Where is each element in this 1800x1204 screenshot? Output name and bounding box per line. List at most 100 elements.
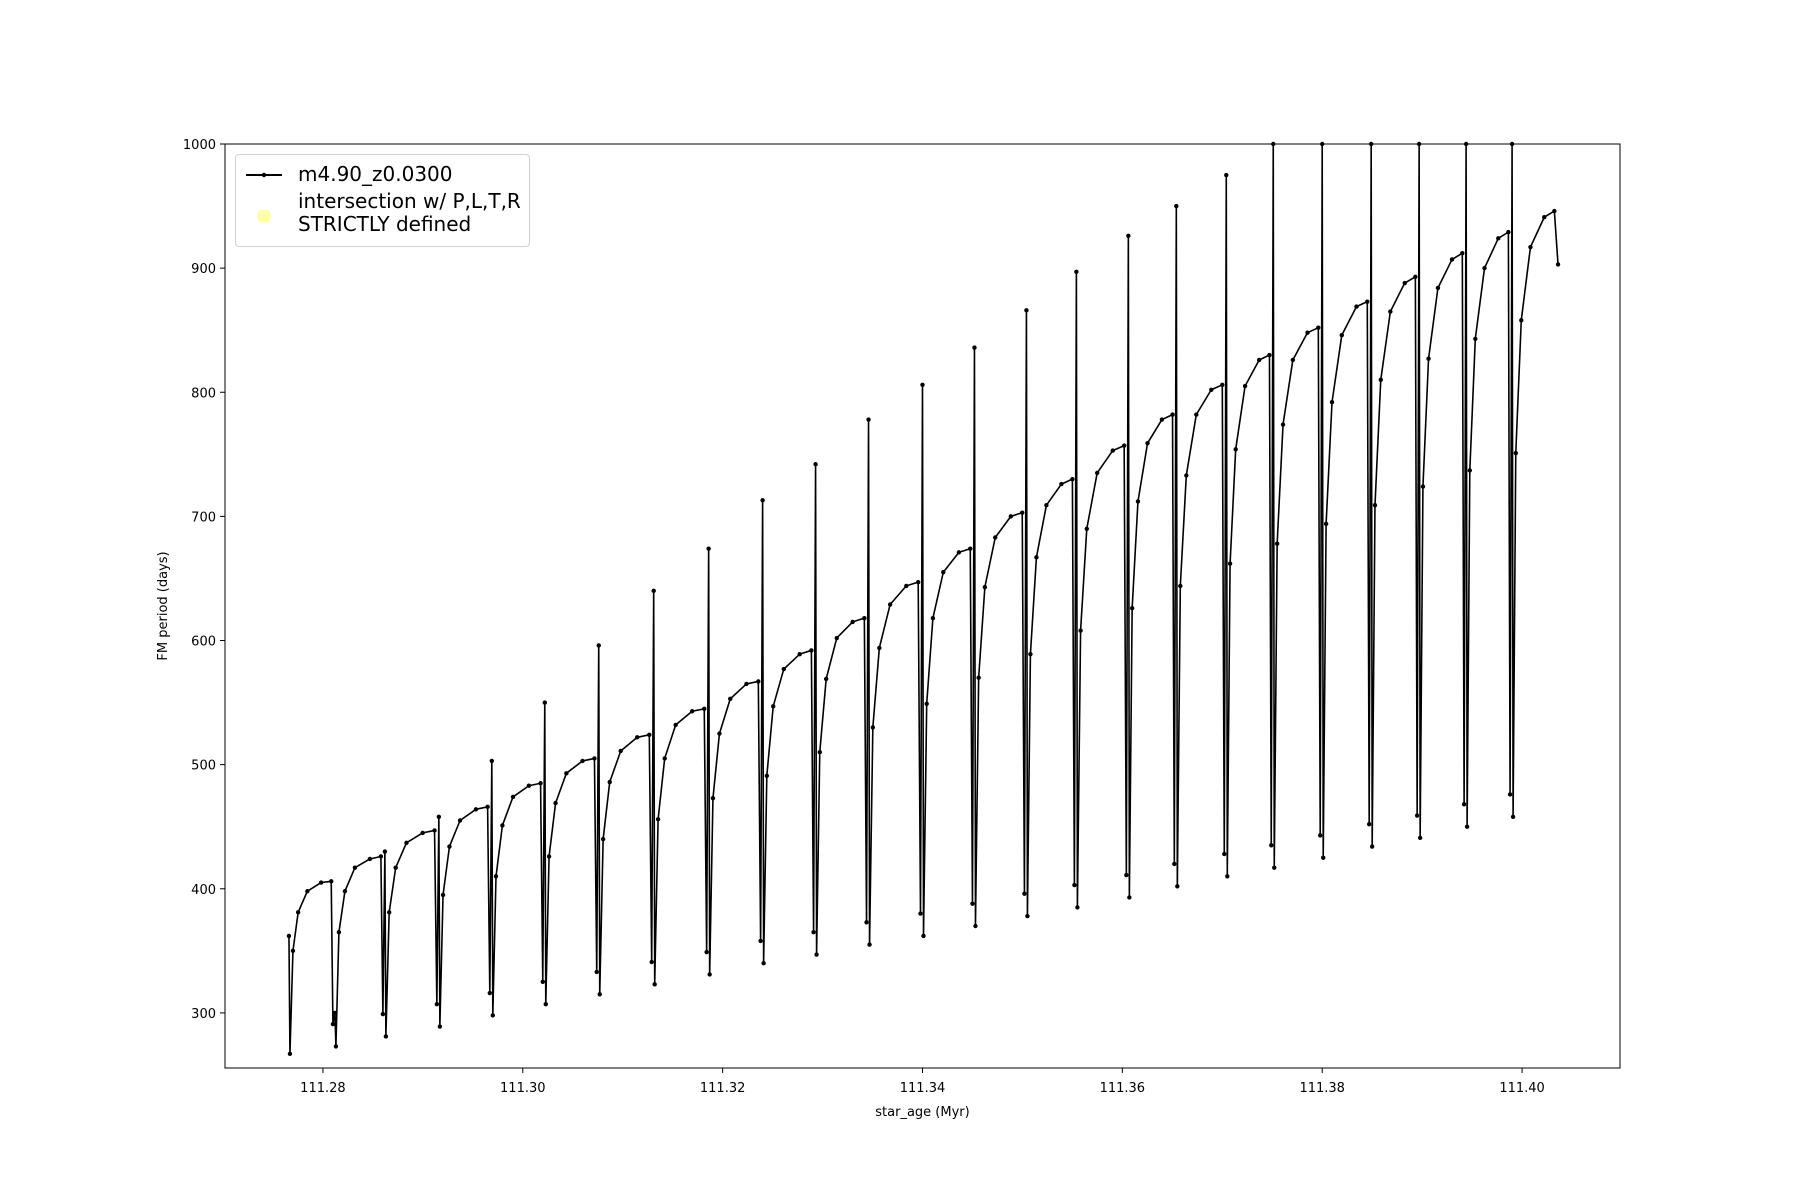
data-point [916, 579, 921, 585]
data-point [862, 615, 867, 621]
data-point [702, 706, 707, 711]
data-point [1020, 510, 1025, 515]
data-point [756, 679, 761, 684]
data-point [976, 675, 981, 680]
data-point [500, 823, 505, 828]
data-point [1194, 412, 1199, 417]
data-point [1323, 521, 1329, 527]
data-point [378, 854, 384, 859]
data-point [473, 807, 479, 812]
data-point [1269, 843, 1274, 848]
data-point [1519, 318, 1524, 323]
y-tick-label: 700 [191, 510, 216, 525]
legend-icon [246, 172, 282, 178]
data-point [436, 814, 442, 819]
data-point [1178, 583, 1183, 589]
y-tick-label: 500 [191, 759, 216, 774]
data-point [1354, 304, 1359, 309]
data-point [864, 920, 869, 925]
data-point [510, 794, 516, 800]
data-point [834, 635, 839, 641]
data-point [850, 619, 855, 625]
data-point [447, 844, 452, 849]
data-point [921, 933, 926, 939]
data-point [386, 910, 392, 915]
legend-label: m4.90_z0.0300 [298, 162, 453, 186]
data-point [1280, 422, 1286, 427]
data-point [1233, 447, 1238, 452]
data-point [662, 756, 667, 761]
data-point [1227, 561, 1233, 566]
data-point [546, 854, 552, 859]
data-point [564, 771, 569, 776]
data-point [404, 840, 409, 846]
data-point [1290, 357, 1296, 363]
y-tick-label: 300 [191, 1007, 216, 1022]
data-point [1473, 336, 1478, 342]
data-point [649, 959, 654, 965]
data-point [764, 773, 770, 779]
data-point [440, 892, 446, 898]
x-tick-label: 111.34 [900, 1081, 946, 1096]
data-point [383, 1034, 389, 1039]
data-point [689, 709, 695, 714]
data-point [1174, 203, 1179, 209]
data-point [652, 982, 657, 987]
data-point [1449, 257, 1455, 262]
data-point [704, 949, 709, 955]
x-tick-label: 111.32 [700, 1081, 746, 1096]
data-point [814, 952, 819, 957]
data-point [493, 874, 499, 879]
data-point [1008, 514, 1014, 519]
data-point [1075, 905, 1080, 910]
data-point [920, 382, 925, 388]
data-point [1316, 325, 1321, 330]
data-point [332, 1010, 338, 1016]
data-point [918, 911, 923, 916]
data-point [1025, 913, 1030, 919]
legend-icon [257, 209, 271, 223]
data-point [710, 795, 716, 801]
data-point [367, 856, 373, 862]
data-point [1220, 382, 1225, 388]
data-point [771, 704, 776, 709]
data-point [295, 910, 301, 915]
data-point [973, 923, 978, 929]
x-tick-label: 111.40 [1499, 1081, 1545, 1096]
data-point [1124, 872, 1129, 878]
data-point [432, 828, 437, 833]
data-point [1044, 503, 1049, 508]
data-point [972, 345, 977, 350]
data-point [1513, 450, 1518, 456]
y-tick-label: 600 [191, 635, 216, 650]
data-point [287, 1051, 293, 1057]
data-point [758, 938, 763, 944]
data-point [1482, 265, 1487, 271]
data-point [1078, 628, 1083, 633]
data-point [1184, 473, 1189, 478]
data-point [1074, 269, 1079, 275]
data-point [968, 546, 973, 551]
x-tick-label: 111.30 [500, 1081, 546, 1096]
data-point [1528, 244, 1533, 250]
data-point [1555, 262, 1561, 267]
x-tick-label: 111.38 [1299, 1081, 1345, 1096]
data-point [1461, 802, 1467, 807]
data-point [706, 546, 711, 551]
data-point [993, 535, 998, 540]
data-point [382, 849, 388, 854]
data-point [1024, 308, 1029, 313]
data-point [1414, 813, 1420, 818]
data-point [333, 1044, 339, 1049]
data-point [1022, 891, 1027, 896]
data-point [1339, 332, 1344, 338]
data-point [457, 818, 463, 823]
data-point [761, 961, 766, 966]
data-point [1417, 835, 1423, 841]
data-point [1272, 865, 1277, 870]
data-point [728, 696, 733, 702]
data-point [982, 584, 988, 590]
data-point [380, 1011, 386, 1017]
data-point [867, 942, 872, 947]
data-point [1094, 470, 1100, 476]
